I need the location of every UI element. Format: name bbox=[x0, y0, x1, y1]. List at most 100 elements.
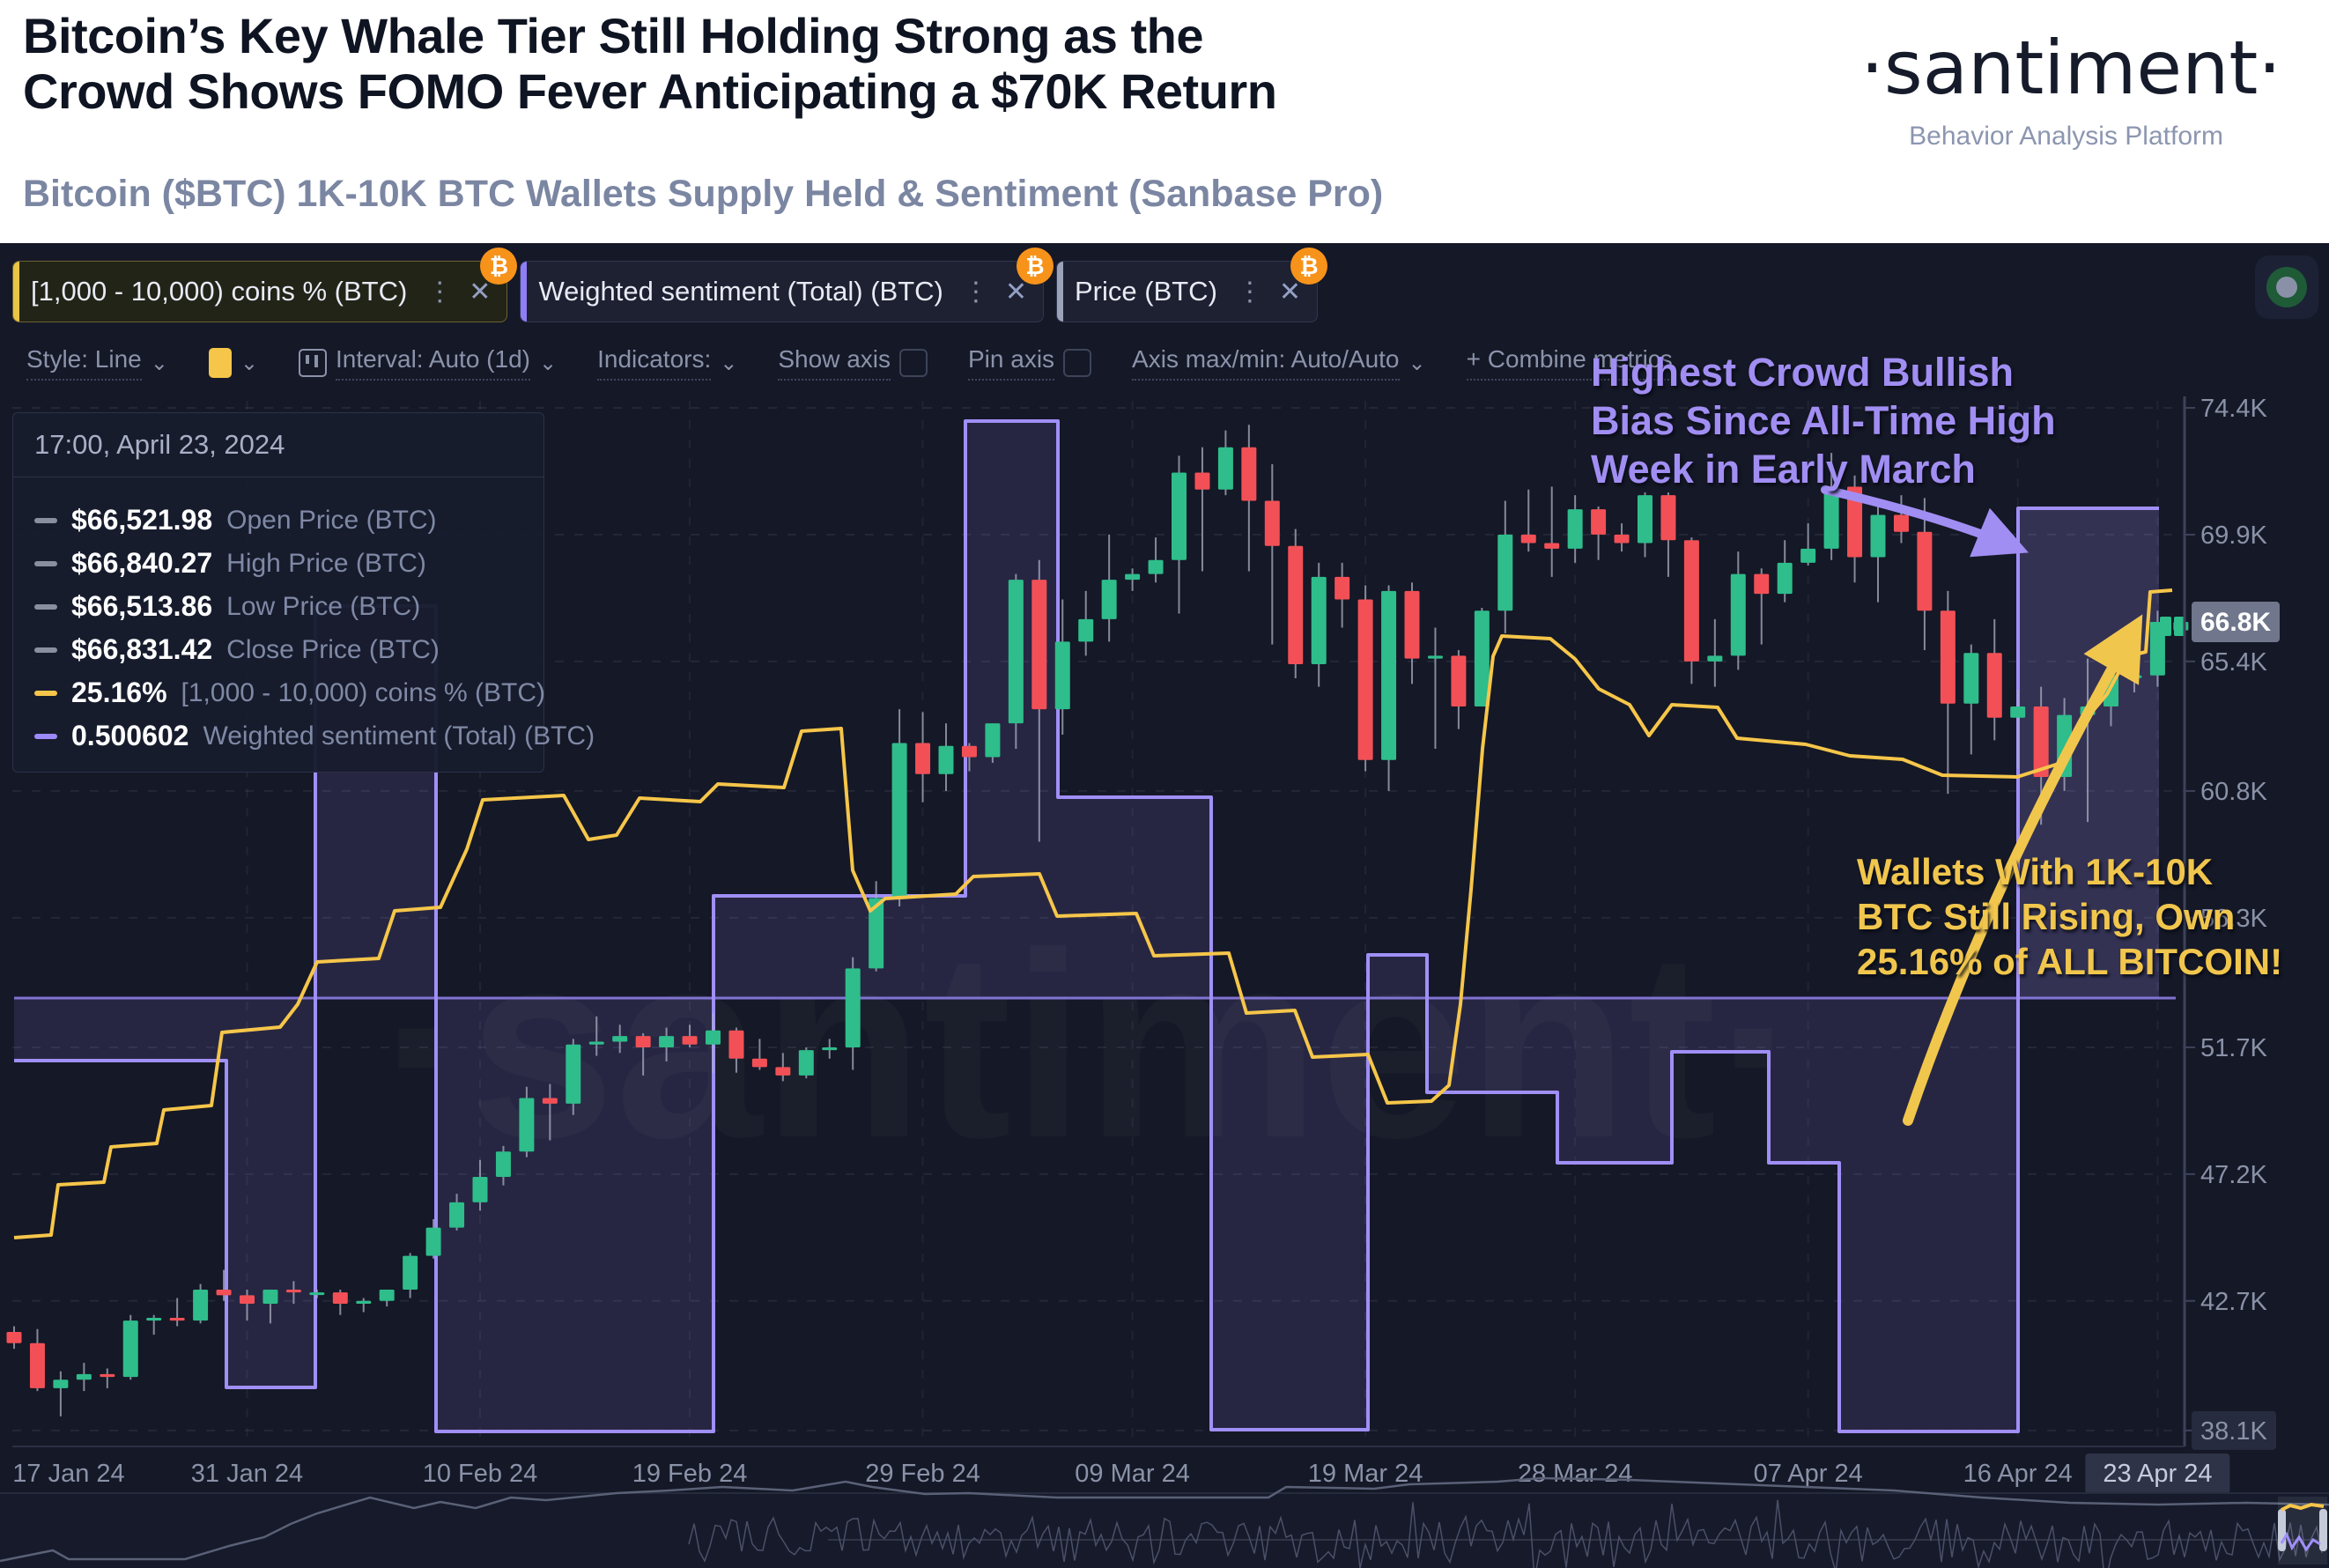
candle-body bbox=[425, 1227, 441, 1256]
show-axis-label: Show axis bbox=[778, 345, 891, 381]
price-tick-label: 51.7K bbox=[2200, 1034, 2267, 1062]
candle-body bbox=[798, 1050, 814, 1076]
combine-metrics-button[interactable]: + Combine metrics bbox=[1466, 345, 1673, 381]
sentiment-band bbox=[226, 998, 315, 1387]
price-tick-label: 69.9K bbox=[2200, 521, 2267, 550]
date-tick-label: 23 Apr 24 bbox=[2103, 1460, 2212, 1488]
candle-body bbox=[309, 1292, 325, 1296]
candle-body bbox=[2010, 706, 2026, 718]
candle-body bbox=[1241, 447, 1257, 501]
annotation-line: 25.16% of ALL BITCOIN! bbox=[1857, 941, 2283, 983]
highlighted-date-bg bbox=[2085, 1453, 2230, 1494]
color-dropdown[interactable]: ⌄ bbox=[208, 348, 258, 378]
supply-value: 25.16% bbox=[71, 677, 167, 708]
candle-body bbox=[1893, 514, 1909, 532]
current-price-badge bbox=[2192, 602, 2280, 643]
low-value: $66,513.86 bbox=[71, 590, 213, 622]
interval-dropdown[interactable]: Interval: Auto (1d) ⌄ bbox=[298, 345, 557, 381]
tab-price[interactable]: Price (BTC) ⋮ ✕ ₿ bbox=[1056, 248, 1328, 322]
candle-body bbox=[1544, 543, 1560, 549]
candle-body bbox=[403, 1255, 418, 1290]
candle-body bbox=[1683, 540, 1699, 662]
candle-body bbox=[1777, 562, 1793, 595]
tab-label: Weighted sentiment (Total) (BTC) bbox=[538, 276, 943, 307]
candle-body bbox=[728, 1030, 744, 1059]
price-tick-label: 47.2K bbox=[2200, 1161, 2267, 1189]
tab-weighted-sentiment[interactable]: Weighted sentiment (Total) (BTC) ⋮ ✕ ₿ bbox=[520, 248, 1054, 322]
candle-body bbox=[1125, 573, 1141, 581]
show-axis-toggle[interactable]: Show axis bbox=[778, 345, 928, 381]
axis-maxmin-label: Axis max/min: Auto/Auto bbox=[1132, 345, 1400, 381]
candle-body bbox=[1823, 486, 1839, 549]
live-status-button[interactable] bbox=[2255, 255, 2318, 319]
price-tick-label: 56.3K bbox=[2200, 905, 2267, 933]
title-line-1: Bitcoin’s Key Whale Tier Still Holding S… bbox=[23, 8, 1203, 63]
candle-body bbox=[1008, 580, 1024, 724]
chevron-down-icon: ⌄ bbox=[1408, 351, 1426, 375]
candle-body bbox=[356, 1300, 372, 1304]
tooltip-row-close: $66,831.42 Close Price (BTC) bbox=[34, 633, 522, 666]
candle-body bbox=[146, 1317, 162, 1321]
date-tick-label: 19 Mar 24 bbox=[1308, 1460, 1423, 1488]
candle-body bbox=[706, 1030, 721, 1045]
price-tick-label: 74.4K bbox=[2200, 395, 2267, 423]
last-value-marker bbox=[2160, 617, 2171, 636]
style-label: Style: Line bbox=[26, 345, 142, 381]
indicators-dropdown[interactable]: Indicators: ⌄ bbox=[597, 345, 737, 381]
tab-menu-icon[interactable]: ⋮ bbox=[1236, 277, 1263, 307]
sentiment-band bbox=[1769, 998, 1839, 1163]
combine-metrics-label: + Combine metrics bbox=[1466, 345, 1673, 381]
tab-close-icon[interactable]: ✕ bbox=[1278, 277, 1302, 307]
style-dropdown[interactable]: Style: Line ⌄ bbox=[26, 345, 168, 381]
candle-body bbox=[1404, 590, 1420, 659]
close-label: Close Price (BTC) bbox=[226, 634, 440, 664]
show-axis-checkbox[interactable] bbox=[899, 349, 928, 377]
tab-close-icon[interactable]: ✕ bbox=[469, 277, 492, 307]
sentiment-value: 0.500602 bbox=[71, 720, 189, 751]
tab-menu-icon[interactable]: ⋮ bbox=[962, 277, 989, 307]
candle-body bbox=[915, 743, 931, 774]
candle-body bbox=[1335, 576, 1350, 600]
sentiment-band bbox=[1058, 797, 1211, 998]
chevron-down-icon: ⌄ bbox=[150, 351, 168, 375]
price-tick-label: 65.4K bbox=[2200, 648, 2267, 677]
minimap-brush-purple bbox=[2280, 1531, 2321, 1552]
candle-body bbox=[100, 1373, 115, 1378]
last-value-marker bbox=[2174, 617, 2185, 636]
page-subtitle: Bitcoin ($BTC) 1K-10K BTC Wallets Supply… bbox=[23, 173, 1384, 215]
date-tick-label: 17 Jan 24 bbox=[12, 1460, 124, 1488]
tooltip-row-low: $66,513.86 Low Price (BTC) bbox=[34, 590, 522, 623]
candle-body bbox=[1730, 573, 1746, 656]
minimap-brush-handle[interactable] bbox=[2319, 1509, 2327, 1551]
pin-axis-checkbox[interactable] bbox=[1063, 349, 1092, 377]
candle-body bbox=[1917, 531, 1933, 611]
minimap-brush-handle[interactable] bbox=[2278, 1509, 2286, 1551]
tab-accent-bar bbox=[13, 262, 19, 322]
minimap-price-line bbox=[0, 1476, 2329, 1563]
candle-body bbox=[519, 1098, 535, 1152]
candle-body bbox=[1172, 472, 1187, 560]
sentiment-band bbox=[1427, 998, 1557, 1092]
price-chart-plot[interactable]: ·santiment·74.4K69.9K65.4K60.8K56.3K51.7… bbox=[0, 243, 2329, 1568]
date-tick-label: 31 Jan 24 bbox=[191, 1460, 303, 1488]
candle-body bbox=[1520, 534, 1536, 544]
tab-menu-icon[interactable]: ⋮ bbox=[426, 277, 454, 307]
candle-body bbox=[1614, 534, 1630, 544]
pin-axis-toggle[interactable]: Pin axis bbox=[968, 345, 1092, 381]
logo-tagline: Behavior Analysis Platform bbox=[1909, 122, 2223, 151]
axis-maxmin-dropdown[interactable]: Axis max/min: Auto/Auto ⌄ bbox=[1132, 345, 1426, 381]
candle-body bbox=[1497, 534, 1513, 611]
candle-body bbox=[845, 968, 861, 1047]
candle-body bbox=[1660, 495, 1676, 541]
tab-close-icon[interactable]: ✕ bbox=[1004, 277, 1027, 307]
candle-body bbox=[1474, 610, 1490, 706]
tab-coins-supply[interactable]: [1,000 - 10,000) coins % (BTC) ⋮ ✕ ₿ bbox=[12, 248, 518, 322]
candle-body bbox=[1217, 447, 1233, 490]
candle-body bbox=[6, 1331, 22, 1343]
candle-body bbox=[379, 1289, 395, 1301]
tab-label: Price (BTC) bbox=[1075, 276, 1217, 307]
green-dot-icon bbox=[2266, 267, 2307, 307]
close-value: $66,831.42 bbox=[71, 633, 213, 665]
tooltip-row-high: $66,840.27 High Price (BTC) bbox=[34, 547, 522, 580]
